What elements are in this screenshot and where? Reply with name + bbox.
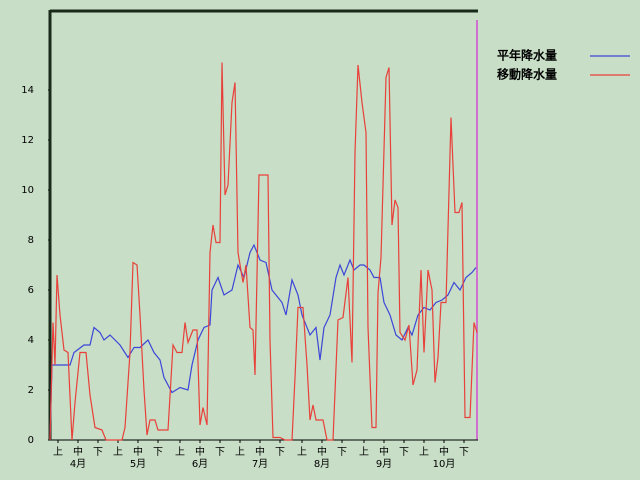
month-label: 6月: [192, 458, 208, 470]
legend-label: 移動降水量: [497, 67, 557, 82]
series-line: [49, 62, 478, 441]
x-tick-label: 下: [275, 447, 285, 458]
x-tick-label: 中: [133, 445, 143, 458]
month-label: 9月: [376, 458, 392, 470]
legend-label: 平年降水量: [497, 48, 557, 63]
x-tick-label: 下: [459, 447, 469, 458]
x-tick-label: 上: [113, 446, 123, 458]
y-tick-label: 6: [28, 285, 34, 296]
x-tick-label: 中: [73, 445, 83, 458]
x-tick-label: 中: [317, 445, 327, 458]
y-tick-label: 2: [28, 385, 34, 396]
x-tick-label: 下: [215, 447, 225, 458]
y-tick-label: 12: [21, 135, 34, 146]
y-tick-label: 10: [21, 185, 34, 196]
x-tick-label: 下: [399, 447, 409, 458]
y-tick-label: 8: [28, 235, 34, 246]
x-tick-label: 下: [93, 447, 103, 458]
x-tick-label: 上: [297, 446, 307, 458]
y-tick-label: 14: [21, 85, 34, 96]
month-label: 7月: [252, 458, 268, 470]
x-tick-label: 上: [359, 446, 369, 458]
month-label: 4月: [70, 458, 86, 470]
y-tick-label: 0: [28, 435, 34, 446]
x-tick-label: 下: [337, 447, 347, 458]
x-tick-label: 中: [195, 445, 205, 458]
x-tick-label: 上: [235, 446, 245, 458]
x-tick-label: 中: [379, 445, 389, 458]
month-label: 10月: [433, 458, 456, 470]
month-label: 5月: [130, 458, 146, 470]
month-label: 8月: [314, 458, 330, 470]
x-tick-label: 中: [255, 445, 265, 458]
x-tick-label: 中: [439, 445, 449, 458]
x-tick-label: 上: [53, 446, 63, 458]
y-tick-label: 4: [28, 335, 34, 346]
x-tick-label: 上: [419, 446, 429, 458]
x-tick-label: 上: [175, 446, 185, 458]
x-tick-label: 下: [153, 447, 163, 458]
